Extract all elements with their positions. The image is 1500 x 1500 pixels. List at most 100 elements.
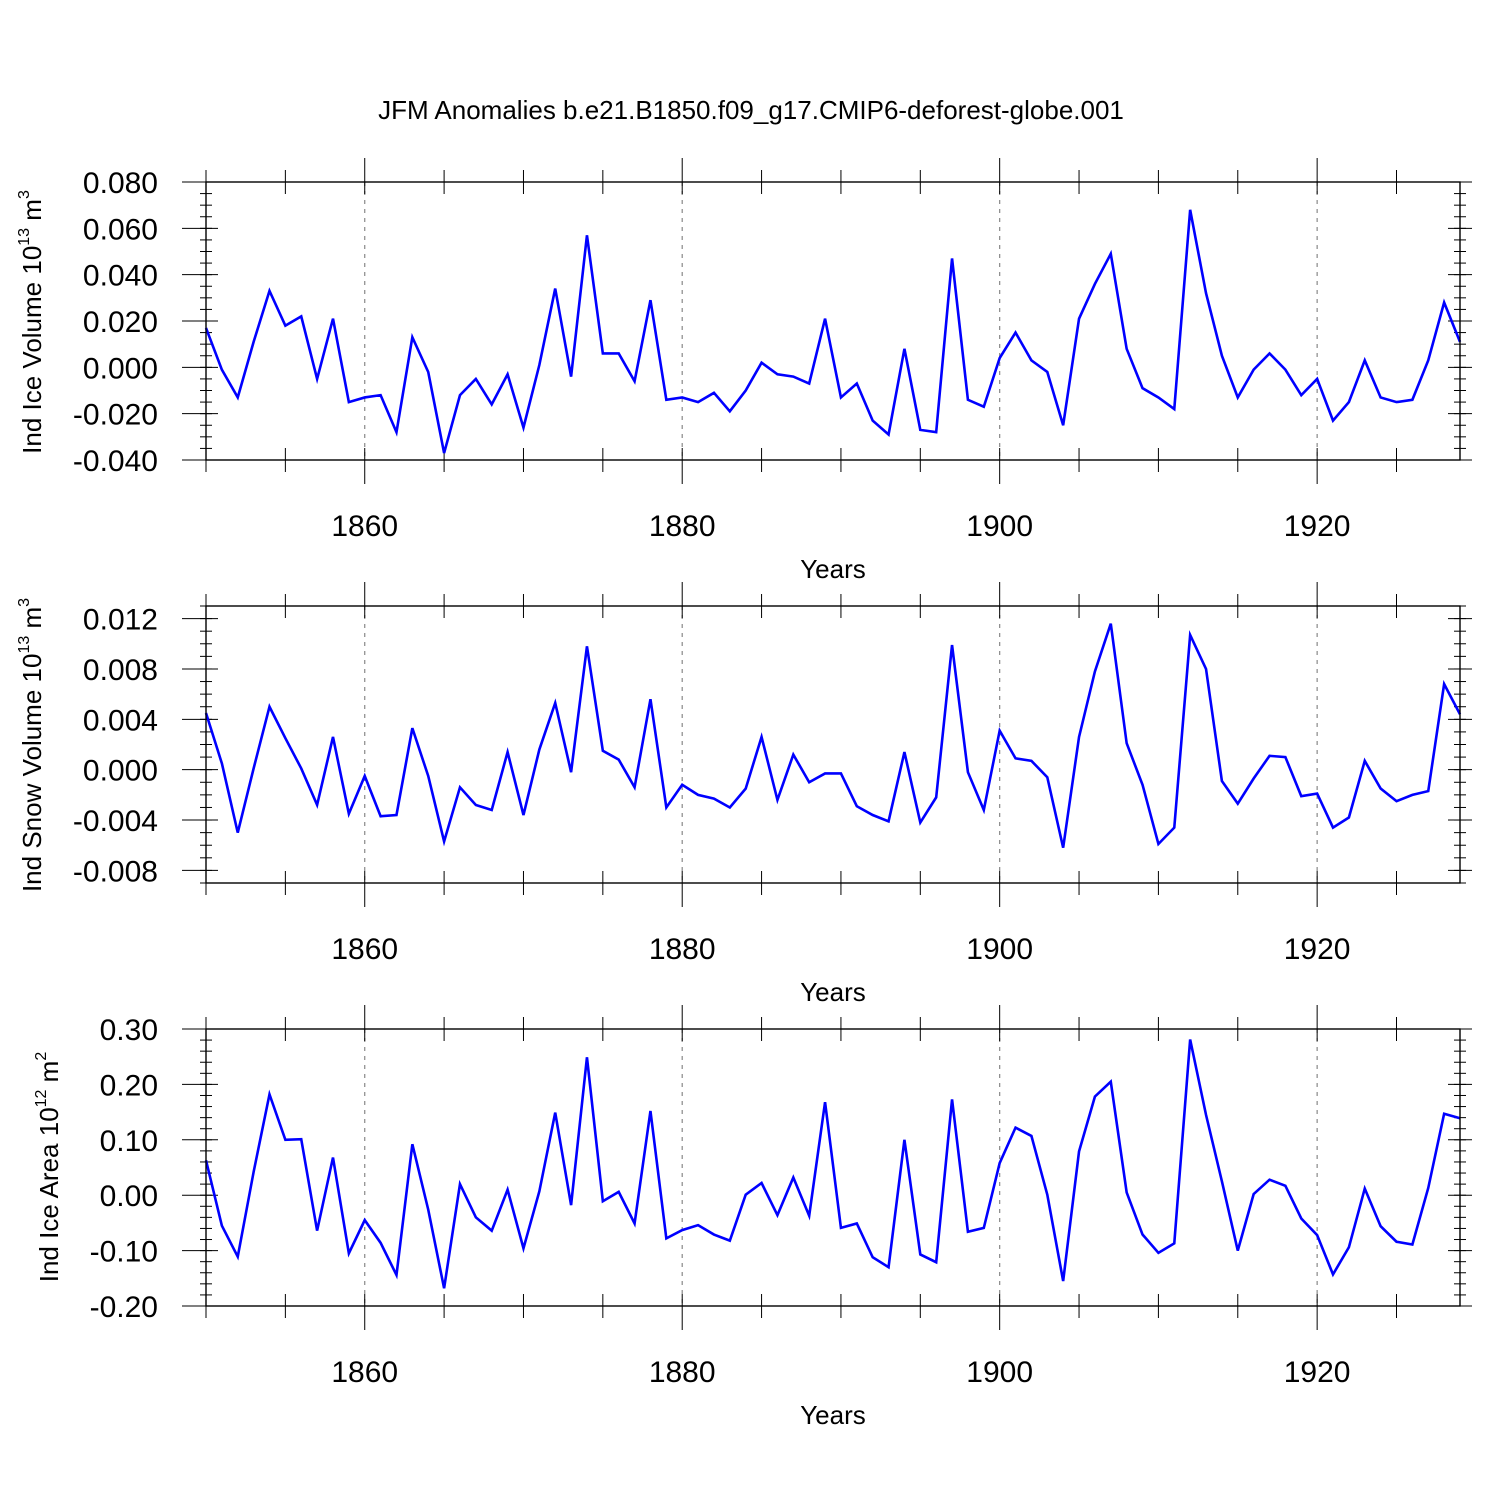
data-point bbox=[1268, 1178, 1270, 1180]
data-point bbox=[300, 1138, 302, 1140]
data-point bbox=[1300, 795, 1302, 797]
data-point bbox=[1094, 1095, 1096, 1097]
data-point bbox=[332, 736, 334, 738]
data-point bbox=[348, 1252, 350, 1254]
data-point bbox=[1252, 368, 1254, 370]
data-point bbox=[284, 324, 286, 326]
data-point bbox=[1364, 1187, 1366, 1189]
data-point bbox=[633, 380, 635, 382]
data-point bbox=[1157, 396, 1159, 398]
data-point bbox=[856, 805, 858, 807]
data-point bbox=[554, 702, 556, 704]
data-point bbox=[1316, 792, 1318, 794]
data-point bbox=[411, 336, 413, 338]
panel-snow-volume: Years Ind Snow Volume 1013 m3 1860 1880 19… bbox=[16, 582, 1472, 1007]
data-point bbox=[998, 1162, 1000, 1164]
data-point bbox=[1427, 790, 1429, 792]
data-point bbox=[618, 352, 620, 354]
plot-frame bbox=[205, 1028, 1461, 1307]
data-point bbox=[1141, 784, 1143, 786]
data-point bbox=[1094, 283, 1096, 285]
data-point bbox=[443, 452, 445, 454]
data-point bbox=[602, 1200, 604, 1202]
data-point bbox=[792, 1176, 794, 1178]
data-point bbox=[792, 375, 794, 377]
y-tick-label: 0.012 bbox=[83, 604, 158, 637]
data-point bbox=[1030, 359, 1032, 361]
data-point bbox=[427, 1208, 429, 1210]
data-point bbox=[586, 645, 588, 647]
data-point bbox=[1427, 1187, 1429, 1189]
data-point bbox=[649, 698, 651, 700]
data-point bbox=[332, 317, 334, 319]
data-point bbox=[506, 751, 508, 753]
data-point bbox=[570, 771, 572, 773]
data-point bbox=[649, 299, 651, 301]
y-axis-label: Ind Ice Volume 1013 m3 bbox=[16, 190, 47, 454]
data-point bbox=[475, 1216, 477, 1218]
data-point bbox=[729, 1239, 731, 1241]
data-point bbox=[967, 1231, 969, 1233]
data-point bbox=[1205, 1114, 1207, 1116]
data-point bbox=[919, 429, 921, 431]
data-point bbox=[284, 737, 286, 739]
data-point bbox=[459, 1183, 461, 1185]
data-point bbox=[506, 373, 508, 375]
data-point bbox=[1078, 736, 1080, 738]
data-point bbox=[1284, 756, 1286, 758]
data-point bbox=[903, 1139, 905, 1141]
data-point bbox=[1189, 209, 1191, 211]
data-point bbox=[1237, 802, 1239, 804]
data-point bbox=[1062, 1280, 1064, 1282]
data-point bbox=[379, 815, 381, 817]
data-point bbox=[935, 431, 937, 433]
y-tick-label: -0.008 bbox=[73, 855, 158, 888]
data-point bbox=[1221, 355, 1223, 357]
data-point bbox=[427, 371, 429, 373]
data-point bbox=[506, 1188, 508, 1190]
data-point bbox=[1046, 1193, 1048, 1195]
data-point bbox=[951, 257, 953, 259]
data-point bbox=[1332, 826, 1334, 828]
data-point bbox=[554, 287, 556, 289]
data-point bbox=[1268, 755, 1270, 757]
data-point bbox=[1014, 1126, 1016, 1128]
data-point bbox=[998, 357, 1000, 359]
data-point bbox=[538, 748, 540, 750]
data-point bbox=[713, 797, 715, 799]
data-point bbox=[951, 1098, 953, 1100]
data-point bbox=[1221, 780, 1223, 782]
data-point bbox=[618, 1191, 620, 1193]
data-point bbox=[1110, 253, 1112, 255]
data-point bbox=[935, 796, 937, 798]
data-point bbox=[697, 401, 699, 403]
x-tick-label: 1860 bbox=[331, 933, 398, 966]
data-point bbox=[967, 771, 969, 773]
data-point bbox=[744, 1193, 746, 1195]
data-point bbox=[808, 1214, 810, 1216]
data-point bbox=[491, 809, 493, 811]
data-point bbox=[1125, 1191, 1127, 1193]
data-point bbox=[1443, 301, 1445, 303]
data-point bbox=[348, 401, 350, 403]
data-point bbox=[252, 767, 254, 769]
panel-ice-area: Years Ind Ice Area 1012 m2 1860 1880 1900 1… bbox=[33, 1005, 1472, 1430]
data-point bbox=[903, 751, 905, 753]
data-point bbox=[1364, 359, 1366, 361]
data-point bbox=[983, 809, 985, 811]
data-point bbox=[364, 396, 366, 398]
data-point bbox=[475, 378, 477, 380]
data-point bbox=[1252, 777, 1254, 779]
data-point bbox=[871, 419, 873, 421]
data-point bbox=[1379, 787, 1381, 789]
data-point bbox=[395, 431, 397, 433]
data-point bbox=[268, 706, 270, 708]
x-tick-label: 1880 bbox=[649, 510, 716, 543]
data-point bbox=[1221, 1180, 1223, 1182]
y-tick-label: 0.00 bbox=[100, 1180, 158, 1213]
data-point bbox=[364, 1219, 366, 1221]
data-point bbox=[1173, 1242, 1175, 1244]
y-tick-label: 0.080 bbox=[83, 167, 158, 200]
data-point bbox=[808, 382, 810, 384]
x-tick-label: 1880 bbox=[649, 1356, 716, 1389]
